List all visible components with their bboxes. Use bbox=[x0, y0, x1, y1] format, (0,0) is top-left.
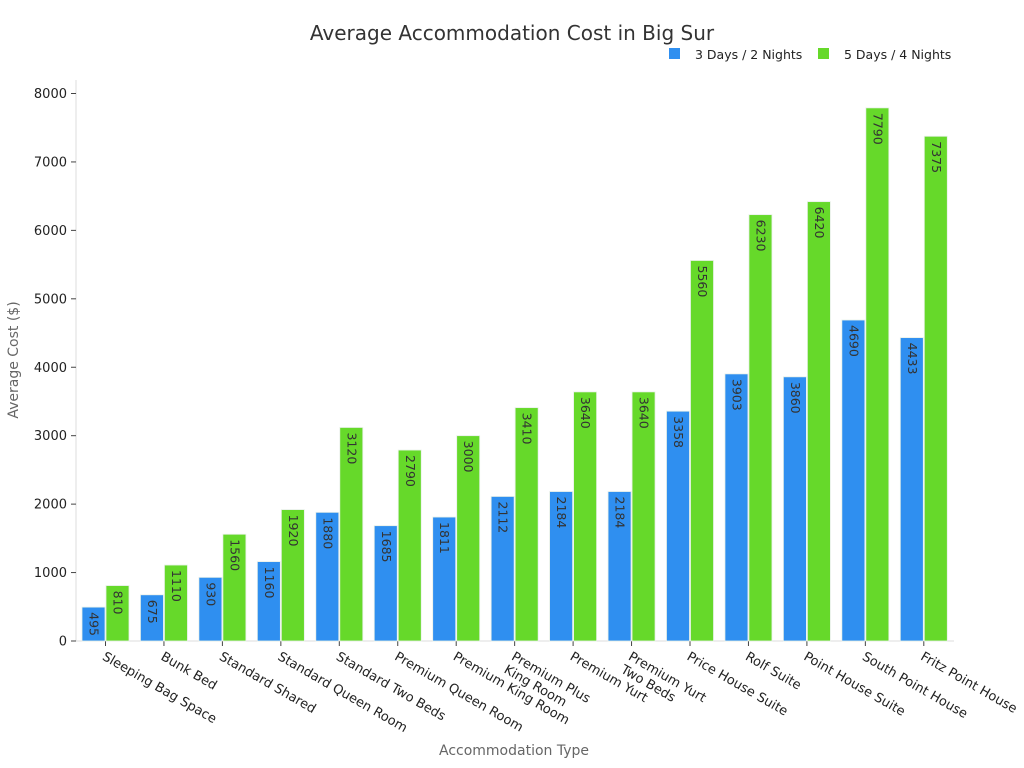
y-axis-label: Average Cost ($) bbox=[6, 301, 22, 418]
legend: 3 Days / 2 Nights 5 Days / 4 Nights bbox=[669, 47, 951, 62]
bar-value-label-series-2-8: 3410 bbox=[520, 413, 535, 445]
bar-value-label-series-2-12: 6230 bbox=[753, 220, 768, 252]
bar-value-label-series-2-13: 6420 bbox=[812, 207, 827, 239]
bar-series-1-8 bbox=[490, 496, 515, 642]
bar-series-2-2 bbox=[164, 564, 188, 642]
legend-swatch-series-2 bbox=[818, 48, 829, 59]
bar-series-2-3 bbox=[222, 533, 247, 642]
bar-value-label-series-1-12: 3903 bbox=[729, 379, 744, 411]
bar-value-label-series-2-1: 810 bbox=[111, 591, 126, 615]
bar-value-label-series-2-3: 1560 bbox=[227, 539, 242, 571]
y-tick-label: 6000 bbox=[34, 224, 67, 239]
bar-series-1-11 bbox=[666, 410, 690, 642]
bar-value-label-series-1-11: 3358 bbox=[671, 416, 686, 448]
x-tick-label: Standard Shared bbox=[216, 649, 318, 717]
bar-series-2-4 bbox=[280, 509, 305, 642]
bar-series-2-5 bbox=[339, 427, 364, 642]
bar-value-label-series-1-15: 4433 bbox=[905, 343, 920, 375]
bar-series-1-15 bbox=[899, 337, 924, 642]
bar-value-label-series-1-1: 495 bbox=[87, 612, 102, 636]
bar-value-label-series-2-15: 7375 bbox=[929, 141, 944, 173]
bar-series-1-9 bbox=[549, 491, 573, 642]
bar-value-label-series-1-5: 1880 bbox=[320, 517, 335, 549]
bar-value-label-series-1-9: 2184 bbox=[554, 497, 569, 529]
bar-value-label-series-1-14: 4690 bbox=[846, 325, 861, 357]
bar-series-1-10 bbox=[607, 491, 632, 642]
bar-series-1-4 bbox=[256, 561, 281, 642]
bar-labels: 495 810 675 1110 930 1560 1160 1920 1880 3120 1685… bbox=[87, 113, 944, 636]
bar-series-1-14 bbox=[841, 319, 866, 642]
bar-series-1-6 bbox=[373, 525, 398, 642]
bar-value-label-series-2-2: 1110 bbox=[169, 570, 184, 602]
legend-label-series-1: 3 Days / 2 Nights bbox=[695, 47, 802, 62]
bar-series-2-9 bbox=[573, 391, 597, 642]
bars bbox=[81, 107, 948, 642]
bar-series-2-15 bbox=[923, 135, 948, 642]
y-axis: 0 1000 2000 3000 4000 5000 6000 7000 8000 bbox=[34, 80, 77, 650]
x-axis-label: Accommodation Type bbox=[439, 743, 589, 759]
legend-label-series-2: 5 Days / 4 Nights bbox=[844, 47, 951, 62]
bar-series-2-7 bbox=[456, 435, 481, 642]
bar-series-2-11 bbox=[690, 260, 714, 642]
bar-value-label-series-1-4: 1160 bbox=[262, 567, 277, 599]
y-tick-label: 4000 bbox=[34, 361, 67, 376]
bar-series-2-10 bbox=[631, 391, 656, 642]
bar-series-2-8 bbox=[514, 407, 539, 642]
x-tick-label: Point House Suite bbox=[801, 649, 908, 719]
bar-series-2-14 bbox=[865, 107, 890, 642]
bar-series-1-2 bbox=[140, 594, 164, 642]
y-tick-label: 2000 bbox=[34, 498, 67, 513]
bar-value-label-series-2-9: 3640 bbox=[578, 397, 593, 429]
y-tick-label: 5000 bbox=[34, 292, 67, 307]
bar-value-label-series-1-10: 2184 bbox=[613, 497, 628, 529]
y-tick-label: 1000 bbox=[34, 566, 67, 581]
x-tick-label: South Point House bbox=[859, 649, 970, 722]
bar-value-label-series-2-4: 1920 bbox=[286, 515, 301, 547]
x-tick-label: Fritz Point House bbox=[918, 649, 1020, 716]
y-tick-label: 0 bbox=[59, 635, 67, 650]
chart-title: Average Accommodation Cost in Big Sur bbox=[310, 21, 715, 45]
bar-series-2-1 bbox=[105, 585, 130, 642]
bar-series-1-13 bbox=[783, 376, 807, 642]
bar-series-1-12 bbox=[724, 373, 749, 642]
bar-value-label-series-2-11: 5560 bbox=[695, 265, 710, 297]
y-tick-label: 7000 bbox=[34, 155, 67, 170]
legend-swatch-series-1 bbox=[669, 48, 680, 59]
bar-value-label-series-1-13: 3860 bbox=[788, 382, 803, 414]
bar-series-2-12 bbox=[748, 214, 773, 642]
bar-series-1-1 bbox=[81, 606, 106, 642]
bar-series-1-7 bbox=[432, 516, 457, 642]
bar-value-label-series-2-5: 3120 bbox=[344, 432, 359, 464]
bar-value-label-series-2-7: 3000 bbox=[461, 441, 476, 473]
y-tick-label: 8000 bbox=[34, 87, 67, 102]
bar-series-2-13 bbox=[807, 201, 831, 642]
bar-value-label-series-1-8: 2112 bbox=[496, 501, 511, 533]
y-tick-label: 3000 bbox=[34, 429, 67, 444]
x-tick-label: Price House Suite bbox=[684, 649, 790, 719]
bar-series-1-3 bbox=[198, 576, 223, 642]
bar-value-label-series-1-3: 930 bbox=[203, 582, 218, 606]
bar-value-label-series-1-7: 1811 bbox=[437, 522, 452, 554]
bar-value-label-series-2-10: 3640 bbox=[637, 397, 652, 429]
bar-series-1-5 bbox=[315, 511, 340, 642]
bar-series-2-6 bbox=[397, 449, 422, 642]
bar-value-label-series-2-6: 2790 bbox=[403, 455, 418, 487]
bar-value-label-series-1-6: 1685 bbox=[379, 531, 394, 563]
bar-value-label-series-2-14: 7790 bbox=[870, 113, 885, 145]
bar-value-label-series-1-2: 675 bbox=[145, 600, 160, 624]
